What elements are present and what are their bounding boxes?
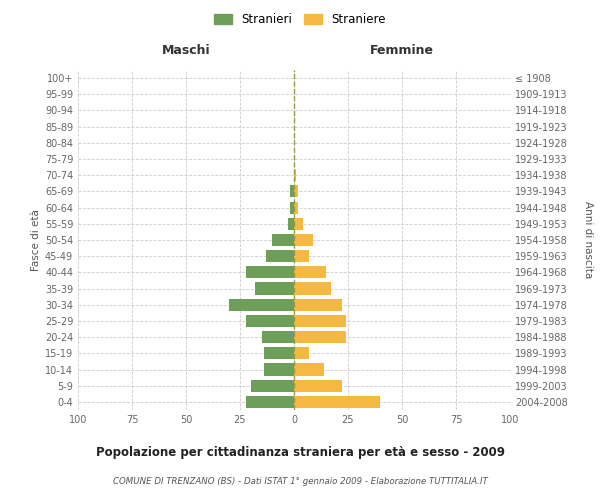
Bar [264, 364, 294, 376]
Bar [262, 331, 294, 343]
Text: Femmine: Femmine [370, 44, 434, 58]
Bar [247, 315, 294, 327]
Bar [290, 186, 294, 198]
Bar [294, 298, 341, 311]
Bar [294, 250, 309, 262]
Bar [251, 380, 294, 392]
Text: Popolazione per cittadinanza straniera per età e sesso - 2009: Popolazione per cittadinanza straniera p… [95, 446, 505, 459]
Text: Anni di nascita: Anni di nascita [583, 202, 593, 278]
Bar [266, 250, 294, 262]
Bar [272, 234, 294, 246]
Bar [229, 298, 294, 311]
Bar [294, 315, 346, 327]
Bar [294, 169, 296, 181]
Y-axis label: Fasce di età: Fasce di età [31, 209, 41, 271]
Bar [294, 234, 313, 246]
Bar [294, 380, 341, 392]
Bar [294, 396, 380, 408]
Bar [294, 282, 331, 294]
Bar [294, 186, 298, 198]
Bar [294, 266, 326, 278]
Bar [290, 202, 294, 213]
Text: Maschi: Maschi [161, 44, 211, 58]
Bar [294, 218, 302, 230]
Bar [294, 348, 309, 360]
Bar [294, 202, 298, 213]
Text: COMUNE DI TRENZANO (BS) - Dati ISTAT 1° gennaio 2009 - Elaborazione TUTTITALIA.I: COMUNE DI TRENZANO (BS) - Dati ISTAT 1° … [113, 476, 487, 486]
Bar [294, 364, 324, 376]
Bar [255, 282, 294, 294]
Legend: Stranieri, Straniere: Stranieri, Straniere [209, 8, 391, 31]
Bar [294, 331, 346, 343]
Bar [247, 266, 294, 278]
Bar [287, 218, 294, 230]
Bar [264, 348, 294, 360]
Bar [247, 396, 294, 408]
